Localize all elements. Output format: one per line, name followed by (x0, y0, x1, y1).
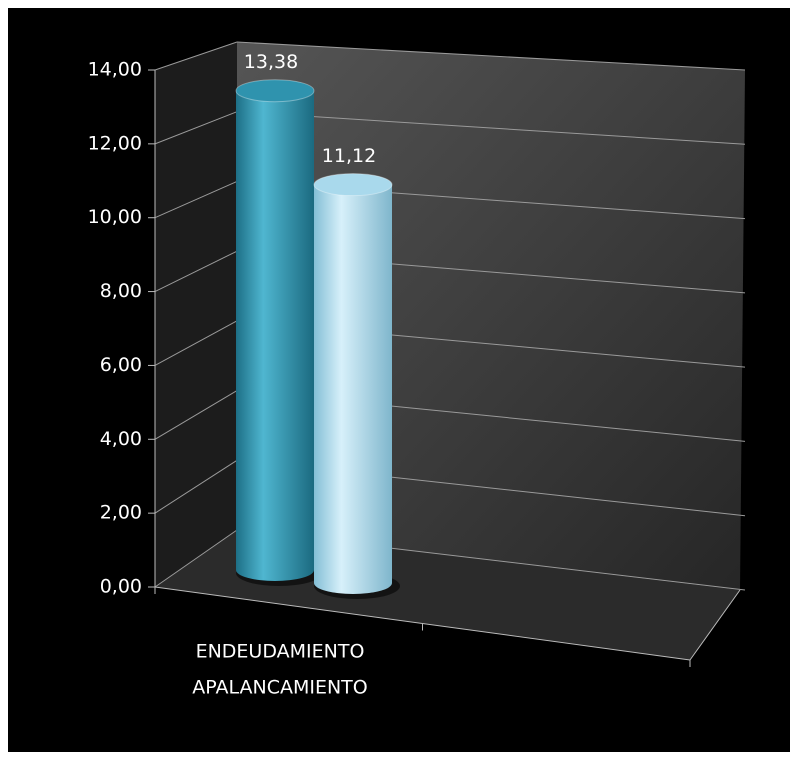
side-wall (155, 42, 237, 587)
x-tick-label: ENDEUDAMIENTO (196, 641, 365, 663)
data-label: 11,12 (322, 145, 376, 167)
bar (314, 184, 392, 584)
grid-line (154, 390, 238, 440)
x-axis-side (689, 589, 741, 661)
y-tick-label: 6,00 (100, 354, 142, 376)
y-tick-label: 4,00 (100, 428, 142, 450)
grid-line (154, 250, 238, 293)
y-tick-label: 14,00 (88, 59, 142, 81)
grid-line (154, 111, 238, 145)
grid-line (236, 111, 746, 145)
y-tick-label: 12,00 (88, 132, 142, 154)
grid-line (154, 320, 238, 366)
grid-line (154, 529, 238, 588)
y-tick-label: 10,00 (88, 206, 142, 228)
data-label: 13,38 (244, 51, 298, 73)
bar (236, 90, 314, 570)
y-tick-label: 0,00 (100, 576, 142, 598)
bar-top (313, 173, 393, 197)
y-tick-label: 8,00 (100, 280, 142, 302)
bar-bottom (236, 559, 314, 581)
bar-top (235, 79, 315, 103)
grid-line (236, 41, 746, 71)
grid-line (154, 459, 238, 514)
grid-line (154, 180, 238, 219)
x-tick-label: APALANCAMIENTO (192, 677, 368, 699)
bar-bottom (314, 572, 392, 594)
y-tick-label: 2,00 (100, 502, 142, 524)
grid-line (154, 41, 238, 71)
